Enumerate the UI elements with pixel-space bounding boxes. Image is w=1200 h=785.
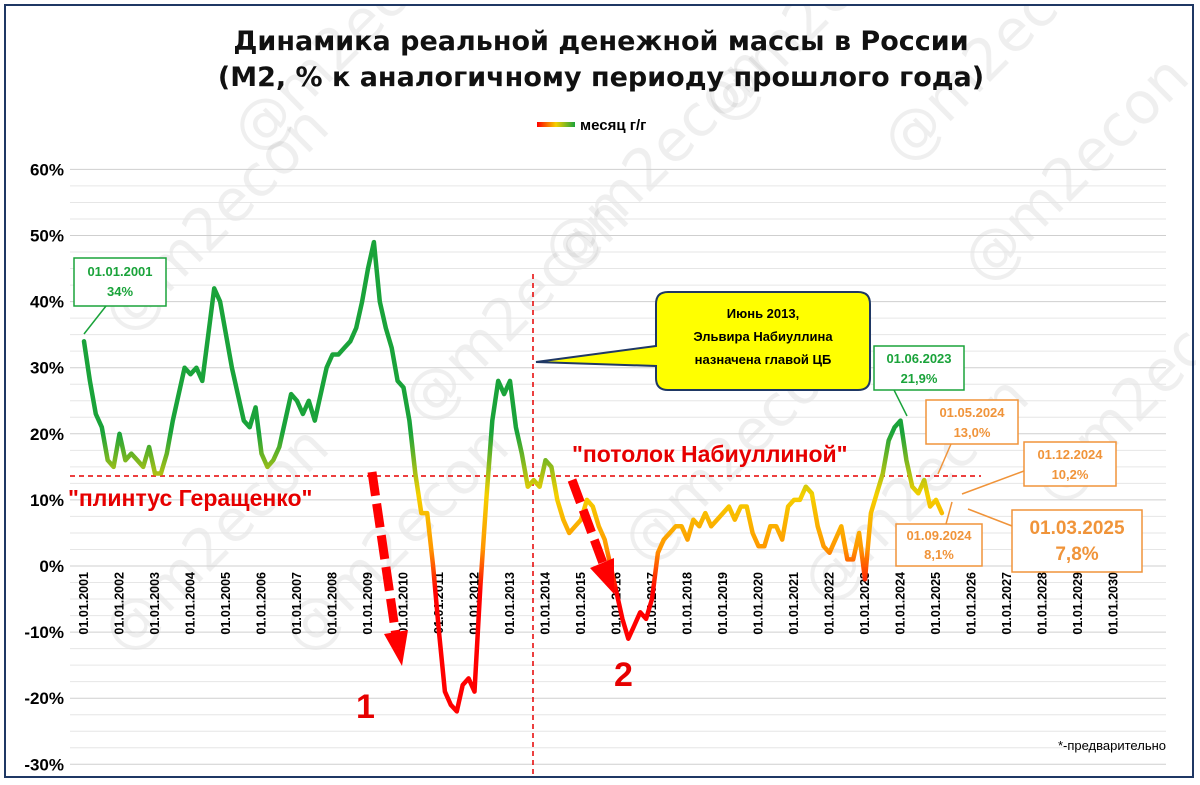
annotation-2024-09-box: [895, 523, 983, 567]
annotation-2001-value: 34%: [107, 284, 133, 299]
annotation-2025-03-date: 01.03.2025: [1029, 518, 1125, 539]
ceiling-label: "потолок Набиуллиной": [572, 441, 848, 467]
callout-june-2013: Июнь 2013, Эльвира Набиуллина назначена …: [535, 291, 871, 391]
arrow-2-shaft: [567, 478, 609, 568]
x-tick-label: 01.01.2021: [787, 572, 801, 635]
annotation-2024-12-leader: [961, 470, 1025, 495]
annotation-2024-05-leader: [937, 443, 952, 475]
x-tick-label: 01.01.2023: [858, 572, 872, 635]
y-tick-label: -30%: [24, 755, 64, 774]
annotation-2001: 01.01.2001 34%: [73, 257, 167, 335]
x-tick-label: 01.01.2028: [1036, 572, 1050, 635]
annotation-2024-12-box: [1023, 441, 1117, 487]
annotation-2001-leader: [83, 305, 107, 335]
annotation-2001-date: 01.01.2001: [87, 264, 152, 279]
y-axis-ticks: -30% -20% -10% 0% 10% 20% 30% 40% 50% 60%: [24, 160, 64, 774]
x-tick-label: 01.01.2027: [1000, 572, 1014, 635]
x-tick-label: 01.01.2002: [113, 572, 127, 635]
legend-label: месяц г/г: [580, 117, 646, 134]
arrow-1: [367, 471, 408, 666]
annotation-2001-box: [73, 257, 167, 307]
annotation-2024-12-date: 01.12.2024: [1037, 447, 1103, 462]
y-tick-label: 10%: [30, 491, 64, 510]
annotation-2024-12-value: 10,2%: [1052, 467, 1089, 482]
arrow-1-shaft: [367, 471, 401, 637]
x-tick-label: 01.01.2029: [1071, 572, 1085, 635]
x-tick-label: 01.01.2008: [326, 572, 340, 635]
x-tick-label: 01.01.2030: [1107, 572, 1121, 635]
arrow-2: [567, 478, 614, 594]
chart-frame: @m2econ @m2econ @m2econ @m2econ @m2econ @m2ec…: [4, 0, 1200, 778]
y-tick-label: 60%: [30, 160, 64, 179]
grid-lines: [70, 168, 1166, 765]
annotation-2024-09-date: 01.09.2024: [906, 528, 972, 543]
annotation-2023-box: [873, 345, 965, 391]
floor-label: "плинтус Геращенко": [68, 485, 312, 511]
x-tick-label: 01.01.2020: [752, 572, 766, 635]
m2-chart: @m2econ@m2econ@m2econ@m2econ@m2econ@m2ec…: [24, 0, 1200, 778]
x-tick-label: 01.01.2019: [716, 572, 730, 635]
chart-title-line1: Динамика реальной денежной массы в Росси…: [233, 26, 968, 57]
x-tick-label: 01.01.2014: [539, 572, 553, 635]
annotation-2024-09-value: 8,1%: [924, 547, 954, 562]
annotation-2024-05-box: [925, 399, 1019, 445]
arrow-1-head: [384, 630, 408, 666]
x-tick-label: 01.01.2001: [77, 572, 91, 635]
annotation-2024-05-value: 13,0%: [954, 425, 991, 440]
x-axis-ticks: 01.01.2001 01.01.2002 01.01.2003 01.01.2004…: [77, 572, 1121, 635]
x-tick-label: 01.01.2006: [255, 572, 269, 635]
annotation-2025-03: 01.03.2025 7,8%: [967, 508, 1143, 573]
x-tick-label: 01.01.2013: [503, 572, 517, 635]
x-tick-label: 01.01.2003: [148, 572, 162, 635]
y-tick-label: 40%: [30, 293, 64, 312]
callout-line3: назначена главой ЦБ: [695, 352, 832, 367]
x-tick-label: 01.01.2025: [929, 572, 943, 635]
x-tick-label: 01.01.2007: [290, 572, 304, 635]
marker-1: 1: [356, 688, 375, 726]
x-tick-label: 01.01.2004: [184, 572, 198, 635]
x-tick-label: 01.01.2018: [681, 572, 695, 635]
x-tick-label: 01.01.2010: [397, 572, 411, 635]
annotation-2025-03-box: [1011, 509, 1143, 573]
y-tick-label: 30%: [30, 359, 64, 378]
y-tick-label: 20%: [30, 425, 64, 444]
annotation-2023-value: 21,9%: [901, 371, 938, 386]
callout-line1: Июнь 2013,: [727, 306, 799, 321]
annotation-2024-09-leader: [945, 501, 953, 525]
legend-swatch: [537, 122, 575, 127]
marker-2: 2: [614, 656, 633, 694]
annotation-2025-03-value: 7,8%: [1055, 544, 1098, 565]
series-line-month-yoy: [81, 239, 945, 714]
y-tick-label: -20%: [24, 689, 64, 708]
y-tick-label: 50%: [30, 227, 64, 246]
x-tick-label: 01.01.2005: [219, 572, 233, 635]
annotation-2023-date: 01.06.2023: [886, 351, 951, 366]
y-tick-label: 0%: [39, 557, 64, 576]
annotation-2024-05-date: 01.05.2024: [939, 405, 1005, 420]
x-tick-label: 01.01.2026: [965, 572, 979, 635]
annotation-2023-leader: [893, 389, 908, 417]
x-tick-label: 01.01.2015: [574, 572, 588, 635]
legend: месяц г/г: [537, 117, 646, 134]
y-tick-label: -10%: [24, 623, 64, 642]
annotation-2024-05: 01.05.2024 13,0%: [925, 399, 1019, 475]
x-tick-label: 01.01.2009: [361, 572, 375, 635]
x-tick-label: 01.01.2022: [823, 572, 837, 635]
annotation-2024-09: 01.09.2024 8,1%: [895, 501, 983, 567]
annotation-2025-03-leader: [967, 508, 1013, 527]
annotation-2023: 01.06.2023 21,9%: [873, 345, 965, 417]
footnote: *-предварительно: [1058, 738, 1166, 753]
annotation-2024-12: 01.12.2024 10,2%: [961, 441, 1117, 495]
callout-line2: Эльвира Набиуллина: [693, 329, 833, 344]
arrow-2-head: [590, 558, 614, 594]
callout-bubble: [535, 291, 871, 391]
chart-title-line2: (М2, % к аналогичному периоду прошлого г…: [218, 62, 984, 93]
x-tick-label: 01.01.2024: [894, 572, 908, 635]
